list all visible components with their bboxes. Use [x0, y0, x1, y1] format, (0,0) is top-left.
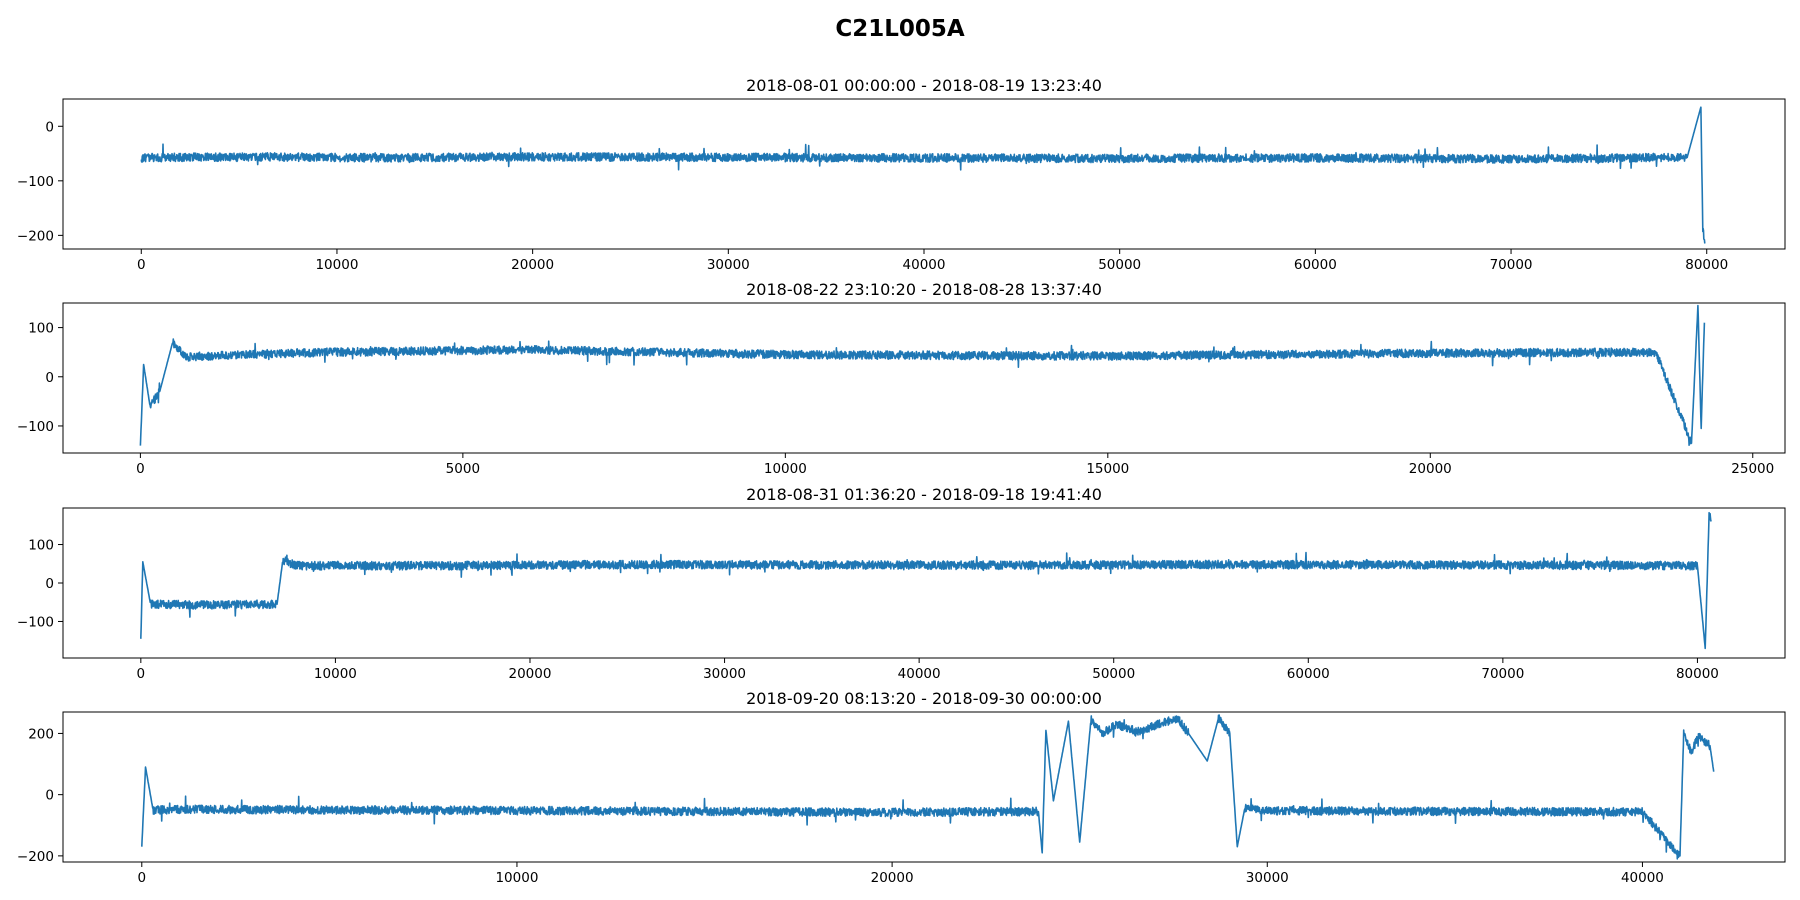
x-tick-label: 30000	[703, 666, 746, 682]
x-tick-label: 40000	[1621, 870, 1664, 886]
series-line	[140, 106, 1706, 244]
x-tick-label: 10000	[314, 666, 357, 682]
x-tick-label: 20000	[511, 257, 554, 273]
x-tick-label: 70000	[1490, 257, 1533, 273]
series-line	[141, 714, 1715, 860]
subplot-panels: 2018-08-01 00:00:00 - 2018-08-19 13:23:4…	[17, 76, 1786, 886]
x-tick-label: 0	[137, 870, 146, 886]
y-tick-label: 0	[45, 370, 54, 386]
y-tick-label: −200	[17, 228, 54, 244]
axes-frame	[62, 302, 1786, 454]
y-tick-label: −100	[17, 419, 54, 435]
x-tick-label: 30000	[707, 257, 750, 273]
x-tick-label: 30000	[1246, 870, 1289, 886]
figure-title: C21L005A	[835, 16, 965, 42]
x-tick-label: 50000	[1098, 257, 1141, 273]
x-tick-label: 25000	[1731, 461, 1774, 477]
x-tick-label: 40000	[903, 257, 946, 273]
x-tick-label: 60000	[1287, 666, 1330, 682]
x-tick-label: 20000	[1409, 461, 1452, 477]
y-tick-label: −100	[17, 614, 54, 630]
x-tick-label: 60000	[1294, 257, 1337, 273]
y-tick-label: 200	[28, 726, 54, 742]
x-tick-label: 10000	[764, 461, 807, 477]
x-tick-label: 10000	[315, 257, 358, 273]
x-tick-label: 5000	[446, 461, 480, 477]
y-tick-label: 0	[45, 788, 54, 804]
series-line	[139, 304, 1706, 447]
y-tick-label: 100	[28, 538, 54, 554]
subplot-2: 2018-08-22 23:10:20 - 2018-08-28 13:37:4…	[17, 280, 1786, 477]
axes-frame	[62, 711, 1786, 863]
y-tick-label: 0	[45, 576, 54, 592]
x-tick-label: 20000	[871, 870, 914, 886]
x-tick-label: 10000	[495, 870, 538, 886]
y-tick-label: −100	[17, 174, 54, 190]
x-tick-label: 15000	[1086, 461, 1129, 477]
subplot-3: 2018-08-31 01:36:20 - 2018-09-18 19:41:4…	[17, 485, 1786, 682]
subplot-1: 2018-08-01 00:00:00 - 2018-08-19 13:23:4…	[17, 76, 1786, 273]
y-tick-label: 100	[28, 321, 54, 337]
y-tick-label: 0	[45, 119, 54, 135]
subplot-title: 2018-08-22 23:10:20 - 2018-08-28 13:37:4…	[746, 280, 1102, 299]
x-tick-label: 40000	[898, 666, 941, 682]
y-tick-label: −200	[17, 849, 54, 865]
subplot-4: 2018-09-20 08:13:20 - 2018-09-30 00:00:0…	[17, 689, 1786, 886]
x-tick-label: 0	[136, 461, 145, 477]
subplot-title: 2018-08-31 01:36:20 - 2018-09-18 19:41:4…	[746, 485, 1102, 504]
x-tick-label: 0	[137, 257, 146, 273]
subplot-title: 2018-08-01 00:00:00 - 2018-08-19 13:23:4…	[746, 76, 1102, 95]
x-tick-label: 50000	[1092, 666, 1135, 682]
subplot-title: 2018-09-20 08:13:20 - 2018-09-30 00:00:0…	[746, 689, 1102, 708]
x-tick-label: 80000	[1685, 257, 1728, 273]
x-tick-label: 80000	[1676, 666, 1719, 682]
x-tick-label: 0	[137, 666, 146, 682]
series-line	[140, 511, 1712, 650]
x-tick-label: 20000	[509, 666, 552, 682]
x-tick-label: 70000	[1481, 666, 1524, 682]
